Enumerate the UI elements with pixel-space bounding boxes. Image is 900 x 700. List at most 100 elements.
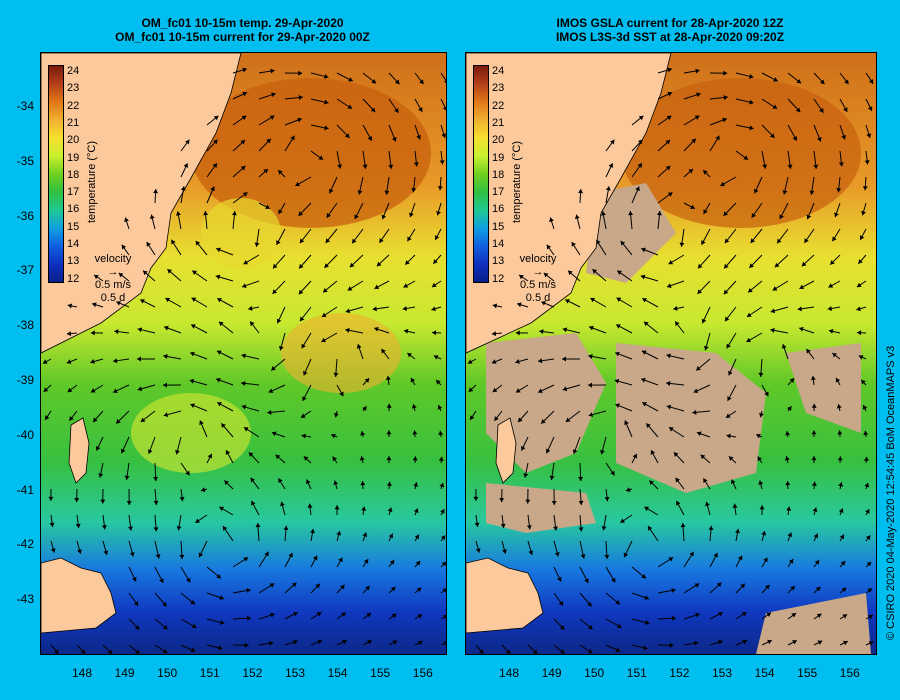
left-panel-title: OM_fc01 10-15m temp. 29-Apr-2020 OM_fc01… <box>40 16 445 44</box>
current-arrowhead <box>520 445 526 451</box>
mainland-coast <box>466 53 672 354</box>
colorbar-tick-label: 21 <box>67 116 80 129</box>
current-arrowhead <box>862 405 868 410</box>
current-arrowhead <box>640 274 646 280</box>
current-arrowhead <box>442 588 446 593</box>
current-arrowhead <box>270 68 275 74</box>
current-arrowhead <box>95 445 101 451</box>
current-arrowhead <box>758 480 764 485</box>
current-arrowhead <box>213 115 219 121</box>
current-arrowhead <box>617 270 622 276</box>
current-arrowhead <box>165 297 171 303</box>
current-arrowhead <box>795 107 801 113</box>
colorbar-tick-label: 18 <box>492 168 505 181</box>
velocity-legend: velocity → 0.5 m/s 0.5 d <box>498 253 578 305</box>
current-arrowhead <box>371 78 377 84</box>
current-arrowhead <box>616 623 622 628</box>
current-arrowhead <box>740 583 745 589</box>
current-arrowhead <box>781 344 787 349</box>
current-arrowhead <box>832 353 838 358</box>
current-arrowhead <box>266 138 271 144</box>
current-arrowhead <box>323 287 328 293</box>
latitude-tick-label: -35 <box>16 153 34 168</box>
current-arrowhead <box>162 601 167 607</box>
current-arrowhead <box>827 306 833 311</box>
current-arrowhead <box>868 614 873 620</box>
current-arrowhead <box>275 454 281 460</box>
current-arrowhead <box>578 527 584 532</box>
current-arrowhead <box>352 238 357 244</box>
current-arrowhead <box>153 476 159 481</box>
current-arrowhead <box>571 242 576 247</box>
current-arrowhead <box>176 526 182 531</box>
current-arrowhead <box>342 639 347 645</box>
current-arrowhead <box>140 299 145 304</box>
current-arrowhead <box>615 647 621 653</box>
current-arrowhead <box>836 188 842 193</box>
velocity-legend-title: velocity <box>519 253 557 265</box>
current-arrowhead <box>749 99 754 105</box>
current-arrowhead <box>815 586 821 592</box>
current-arrowhead <box>216 573 221 579</box>
current-arrowhead <box>562 386 568 392</box>
current-arrowhead <box>539 329 544 335</box>
right-title-line1: IMOS GSLA current for 28-Apr-2020 12Z <box>556 16 784 30</box>
current-arrowhead <box>191 297 197 302</box>
colorbar-tick-label: 14 <box>67 238 80 250</box>
current-arrowhead <box>441 133 446 138</box>
current-arrowhead <box>628 211 634 216</box>
current-arrowhead <box>560 649 565 654</box>
longitude-tick-label: 152 <box>242 666 263 680</box>
current-arrowhead <box>701 240 706 245</box>
current-arrow <box>440 72 446 82</box>
longitude-tick-label: 150 <box>157 666 178 680</box>
current-arrowhead <box>866 133 872 138</box>
current-arrowhead <box>724 238 730 244</box>
colorbar-tick-label: 24 <box>67 65 80 77</box>
current-arrowhead <box>695 68 700 74</box>
current-arrowhead <box>344 133 350 138</box>
current-arrowhead <box>376 261 382 267</box>
current-arrowhead <box>587 624 593 630</box>
colorbar-tick-label: 24 <box>492 65 505 77</box>
island <box>495 417 517 484</box>
current-arrowhead <box>830 260 835 265</box>
current-arrowhead <box>713 552 718 558</box>
current-arrowhead <box>811 456 817 461</box>
current-arrowhead <box>413 482 419 487</box>
current-arrowhead <box>303 370 308 376</box>
current-arrowhead <box>792 136 797 141</box>
current-arrowhead <box>604 496 610 502</box>
current-arrowhead <box>696 92 701 98</box>
current-arrowhead <box>828 328 834 334</box>
current-arrowhead <box>403 328 409 334</box>
credit-text: © CSIRO 2020 04-May-2020 12:54:45 BoM Oc… <box>885 345 897 640</box>
current-arrowhead <box>673 305 678 311</box>
latitude-tick-label: -43 <box>16 592 34 607</box>
current-arrowhead <box>765 584 770 590</box>
current-arrowhead <box>753 188 759 194</box>
current-arrowhead <box>45 415 50 420</box>
current-arrowhead <box>538 358 543 364</box>
current-arrowhead <box>219 595 225 600</box>
current-arrowhead <box>864 160 870 165</box>
longitude-tick-label: 156 <box>412 666 433 680</box>
current-arrowhead <box>665 139 671 145</box>
current-arrowhead <box>836 404 842 409</box>
current-arrowhead <box>862 186 868 191</box>
current-arrowhead <box>407 353 413 358</box>
current-arrowhead <box>697 289 703 294</box>
current-arrowhead <box>726 343 731 349</box>
current-arrowhead <box>857 330 862 336</box>
current-arrowhead <box>240 139 246 145</box>
current-arrowhead <box>515 358 520 364</box>
current-arrowhead <box>54 649 59 654</box>
current-arrowhead <box>492 387 498 393</box>
current-arrowhead <box>515 330 520 336</box>
current-arrowhead <box>66 359 72 364</box>
current-arrowhead <box>248 305 253 311</box>
current-arrowhead <box>596 239 601 245</box>
current-arrowhead <box>741 612 747 617</box>
current-arrowhead <box>543 272 549 278</box>
longitude-tick-label: 151 <box>626 666 647 680</box>
